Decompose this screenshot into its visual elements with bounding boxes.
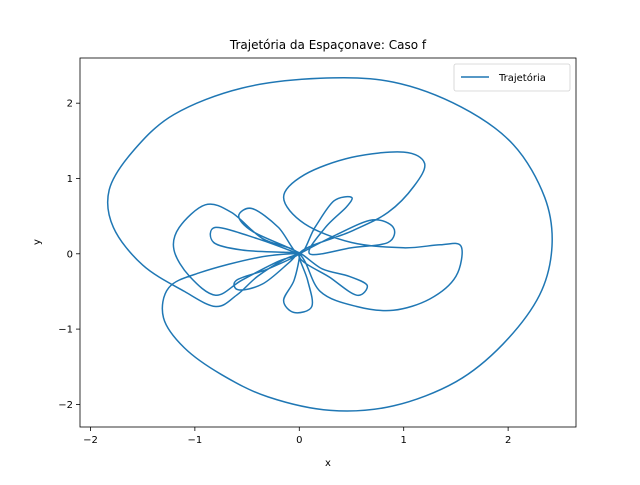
x-tick-label: 2: [505, 435, 511, 446]
axes-frame: [79, 57, 577, 428]
y-tick-label: 1: [67, 174, 73, 185]
y-tick-label: −2: [58, 400, 73, 411]
x-axis-label: x: [325, 458, 331, 469]
x-axis-ticks: −2 −1 0 1 2: [83, 427, 511, 446]
x-tick-label: 1: [401, 435, 407, 446]
y-axis-ticks: −2 −1 0 1 2: [58, 99, 80, 411]
legend: Trajetória: [453, 63, 571, 92]
series-layer: [106, 77, 553, 412]
y-tick-label: 2: [67, 99, 73, 110]
y-tick-label: 0: [67, 249, 73, 260]
y-tick-label: −1: [58, 325, 73, 336]
y-axis-label: y: [32, 239, 43, 245]
chart-title: Trajetória da Espaçonave: Caso f: [229, 38, 427, 52]
x-tick-label: −1: [187, 435, 202, 446]
x-tick-label: −2: [83, 435, 98, 446]
plot-area: −2 −1 0 1 2 −2 −1 0 1 2: [58, 57, 577, 446]
legend-box: [453, 63, 571, 92]
series-line-0: [106, 77, 553, 412]
x-tick-label: 0: [296, 435, 302, 446]
legend-label: Trajetória: [498, 72, 546, 84]
